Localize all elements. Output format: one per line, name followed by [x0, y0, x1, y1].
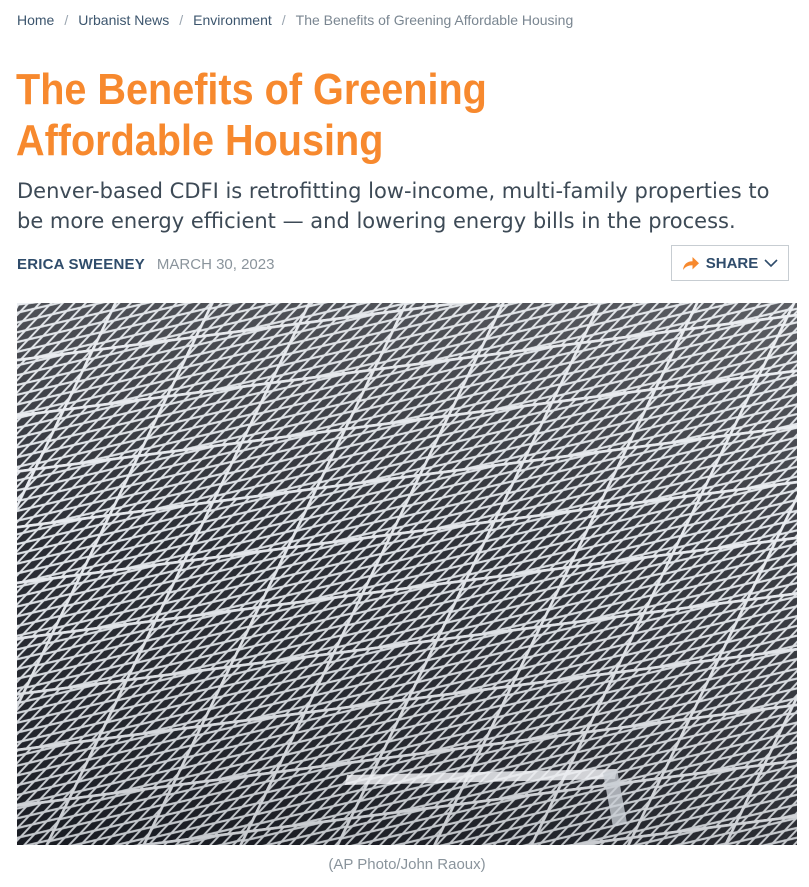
article-byline: ERICA SWEENEY MARCH 30, 2023 [17, 254, 274, 274]
breadcrumb-separator: / [64, 12, 69, 28]
breadcrumb-environment-link[interactable]: Environment [193, 12, 272, 28]
breadcrumb-home-link[interactable]: Home [17, 12, 55, 28]
share-arrow-icon [682, 256, 700, 271]
breadcrumb-current-page: The Benefits of Greening Affordable Hous… [295, 12, 574, 28]
article-title: The Benefits of Greening Affordable Hous… [16, 65, 487, 165]
article-subtitle: Denver-based CDFI is retrofitting low-in… [17, 179, 770, 233]
breadcrumb-separator: / [179, 12, 184, 28]
publish-date: MARCH 30, 2023 [156, 255, 275, 273]
solar-panels-photo [17, 303, 797, 845]
breadcrumb: Home / Urbanist News / Environment / The… [17, 10, 573, 30]
image-caption: (AP Photo/John Raoux) [328, 856, 486, 873]
share-label: SHARE [705, 254, 759, 272]
breadcrumb-urbanist-news-link[interactable]: Urbanist News [78, 12, 170, 28]
breadcrumb-separator: / [281, 12, 286, 28]
hero-image [17, 303, 797, 845]
share-button[interactable]: SHARE [671, 245, 789, 281]
author-name[interactable]: ERICA SWEENEY [17, 255, 145, 273]
chevron-down-icon [764, 258, 778, 268]
